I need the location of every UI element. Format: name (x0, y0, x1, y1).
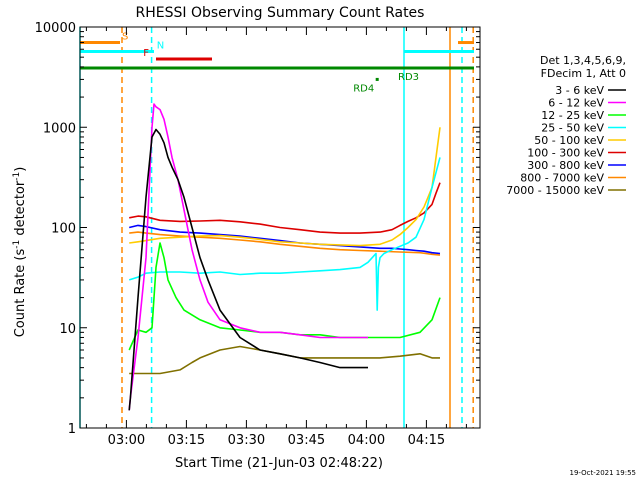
series-line-0 (128, 128, 368, 411)
annotation-label-1: RD3 (398, 72, 419, 83)
y-axis-label-end: ) (13, 167, 28, 172)
legend-label-6: 300 - 800 keV (527, 159, 604, 172)
legend-header-line-2: FDecim 1, Att 0 (541, 67, 626, 80)
axes-layer: 1 10 100 1000 10000 03:00 03:15 03:30 03:45 04:00… (35, 21, 481, 448)
x-axis-label: Start Time (21-Jun-03 02:48:22) (175, 456, 383, 471)
y-tick-label-3: 1000 (43, 121, 76, 136)
x-tick-label-1: 03:15 (168, 433, 205, 448)
y-tick-label-2: 100 (51, 222, 76, 237)
series-line-4 (129, 127, 441, 247)
annotation-dot-0 (375, 77, 379, 81)
legend-label-4: 50 - 100 keV (534, 134, 604, 147)
y-axis-label-mid: detector (13, 180, 28, 240)
annotation-label-0: RD4 (353, 83, 374, 94)
annotation-dot-1 (392, 66, 396, 70)
legend-label-7: 800 - 7000 keV (520, 172, 604, 185)
series-line-1 (128, 103, 368, 411)
state-bar-label-0: S (122, 32, 128, 43)
series-line-5 (129, 182, 441, 234)
y-tick-label-1: 10 (59, 322, 76, 337)
y-axis-label-sup: -1 (12, 240, 22, 249)
legend-label-1: 6 - 12 keV (548, 97, 604, 110)
series-line-8 (129, 345, 440, 375)
annotations-layer: RD4 RD3 (353, 66, 419, 94)
x-tick-label-5: 04:15 (408, 433, 445, 448)
timestamp: 19-Oct-2021 19:55 (570, 469, 636, 477)
state-bar-label-2: N (157, 40, 164, 51)
series-layer (128, 103, 441, 411)
x-tick-label-4: 04:00 (348, 433, 385, 448)
series-line-2 (128, 242, 441, 351)
series-line-3 (128, 157, 441, 311)
legend-label-8: 7000 - 15000 keV (506, 184, 604, 197)
legend-label-5: 100 - 300 keV (527, 147, 604, 160)
y-axis-label-main: Count Rate (s (13, 249, 28, 338)
legend-header-line-1: Det 1,3,4,5,6,9, (540, 54, 626, 67)
x-tick-label-0: 03:00 (108, 433, 145, 448)
legend-label-0: 3 - 6 keV (555, 84, 604, 97)
y-axis-label: Count Rate (s-1 detector-1) (12, 167, 28, 338)
series-line-7 (129, 231, 441, 256)
legend-label-3: 25 - 50 keV (541, 122, 604, 135)
y-axis-label-sup2: -1 (12, 172, 22, 181)
y-tick-label-0: 1 (68, 422, 76, 437)
legend-label-2: 12 - 25 keV (541, 109, 604, 122)
state-bars-layer: S NF (80, 32, 474, 70)
state-bar-label-4: F (143, 48, 149, 59)
y-tick-label-4: 10000 (35, 21, 76, 36)
chart-title: RHESSI Observing Summary Count Rates (136, 5, 425, 21)
x-tick-label-2: 03:30 (228, 433, 265, 448)
x-tick-label-3: 03:45 (288, 433, 325, 448)
